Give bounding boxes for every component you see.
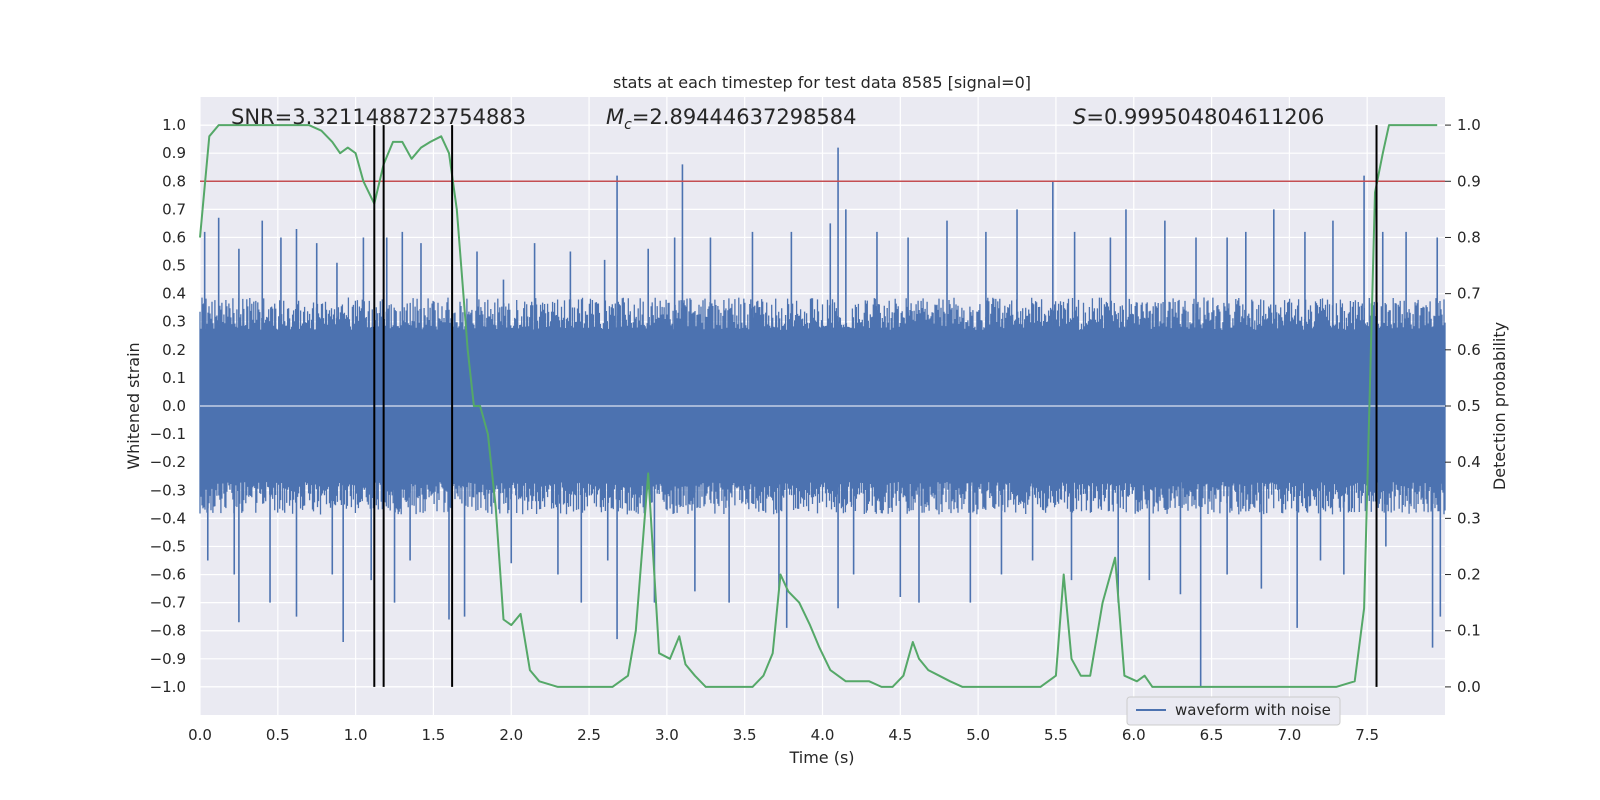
s-value: =0.999504804611206: [1086, 105, 1324, 129]
y-right-tick-label: 0.0: [1457, 678, 1481, 696]
y-left-tick-label: −1.0: [150, 678, 186, 696]
chart-title: stats at each timestep for test data 858…: [613, 73, 1031, 92]
y-right-tick-label: 0.1: [1457, 622, 1481, 640]
mc-symbol: M: [606, 105, 624, 129]
y-right-tick-label: 0.4: [1457, 453, 1481, 471]
x-tick-label: 7.0: [1277, 726, 1301, 744]
y-left-tick-label: 0.2: [162, 341, 186, 359]
x-tick-label: 7.5: [1355, 726, 1379, 744]
y-right-tick-label: 0.8: [1457, 228, 1481, 246]
y-left-tick-label: 0.9: [162, 144, 186, 162]
y-left-tick-label: 0.1: [162, 369, 186, 387]
x-tick-label: 3.0: [655, 726, 679, 744]
y-left-tick-label: 0.7: [162, 200, 186, 218]
x-tick-label: 6.0: [1122, 726, 1146, 744]
legend-box: [1126, 696, 1341, 726]
y-left-tick-label: −0.9: [150, 650, 186, 668]
y-left-tick-label: −0.2: [150, 453, 186, 471]
y-left-tick-label: 0.8: [162, 172, 186, 190]
y-axis-left-label: Whitened strain: [124, 342, 143, 469]
legend: waveform with noise: [1126, 696, 1341, 726]
x-tick-label: 5.0: [966, 726, 990, 744]
x-tick-label: 0.5: [266, 726, 290, 744]
x-tick-label: 2.5: [577, 726, 601, 744]
y-right-tick-label: 0.9: [1457, 172, 1481, 190]
s-annotation: S=0.999504804611206: [1073, 105, 1324, 129]
mc-subscript: c: [624, 117, 632, 133]
y-right-tick-label: 0.2: [1457, 566, 1481, 584]
y-left-tick-label: −0.5: [150, 537, 186, 555]
y-left-tick-label: 0.5: [162, 257, 186, 275]
y-right-tick-label: 0.3: [1457, 509, 1481, 527]
y-left-tick-label: 0.0: [162, 397, 186, 415]
y-left-tick-label: −0.6: [150, 566, 186, 584]
x-tick-label: 2.0: [499, 726, 523, 744]
mc-annotation: Mc=2.89444637298584: [606, 105, 857, 133]
tick-labels: 0.0 0.5 1.0 1.5 2.0 2.5 3.0 3.5 4.0 4.5 5.0 5.5 6.0 6…: [150, 116, 1481, 744]
x-tick-label: 6.5: [1200, 726, 1224, 744]
x-tick-label: 1.5: [422, 726, 446, 744]
x-tick-label: 1.0: [344, 726, 368, 744]
legend-label: waveform with noise: [1175, 701, 1331, 719]
vertical-lines: [373, 125, 1378, 687]
y-left-tick-label: 0.3: [162, 313, 186, 331]
x-tick-label: 4.0: [811, 726, 835, 744]
strain-series: [199, 147, 1446, 687]
y-left-tick-label: 0.4: [162, 285, 186, 303]
snr-annotation: SNR=3.3211488723754883: [231, 105, 526, 129]
s-symbol: S: [1073, 105, 1086, 129]
y-left-tick-label: −0.8: [150, 622, 186, 640]
x-tick-label: 5.5: [1044, 726, 1068, 744]
x-tick-label: 4.5: [888, 726, 912, 744]
y-right-tick-label: 0.5: [1457, 397, 1481, 415]
y-left-tick-label: −0.7: [150, 594, 186, 612]
y-left-tick-label: −0.1: [150, 425, 186, 443]
x-axis-label: Time (s): [788, 748, 854, 767]
x-tick-label: 0.0: [188, 726, 212, 744]
y-axis-right-label: Detection probability: [1490, 322, 1509, 490]
y-left-tick-label: −0.4: [150, 509, 186, 527]
y-left-tick-label: 1.0: [162, 116, 186, 134]
y-right-tick-label: 0.7: [1457, 285, 1481, 303]
mc-value: =2.89444637298584: [632, 105, 857, 129]
probability-series: [199, 124, 1438, 688]
y-left-tick-label: −0.3: [150, 481, 186, 499]
x-tick-label: 3.5: [733, 726, 757, 744]
probability-line: [199, 124, 1438, 688]
y-left-tick-label: 0.6: [162, 228, 186, 246]
y-right-tick-label: 1.0: [1457, 116, 1481, 134]
y-right-tick-label: 0.6: [1457, 341, 1481, 359]
